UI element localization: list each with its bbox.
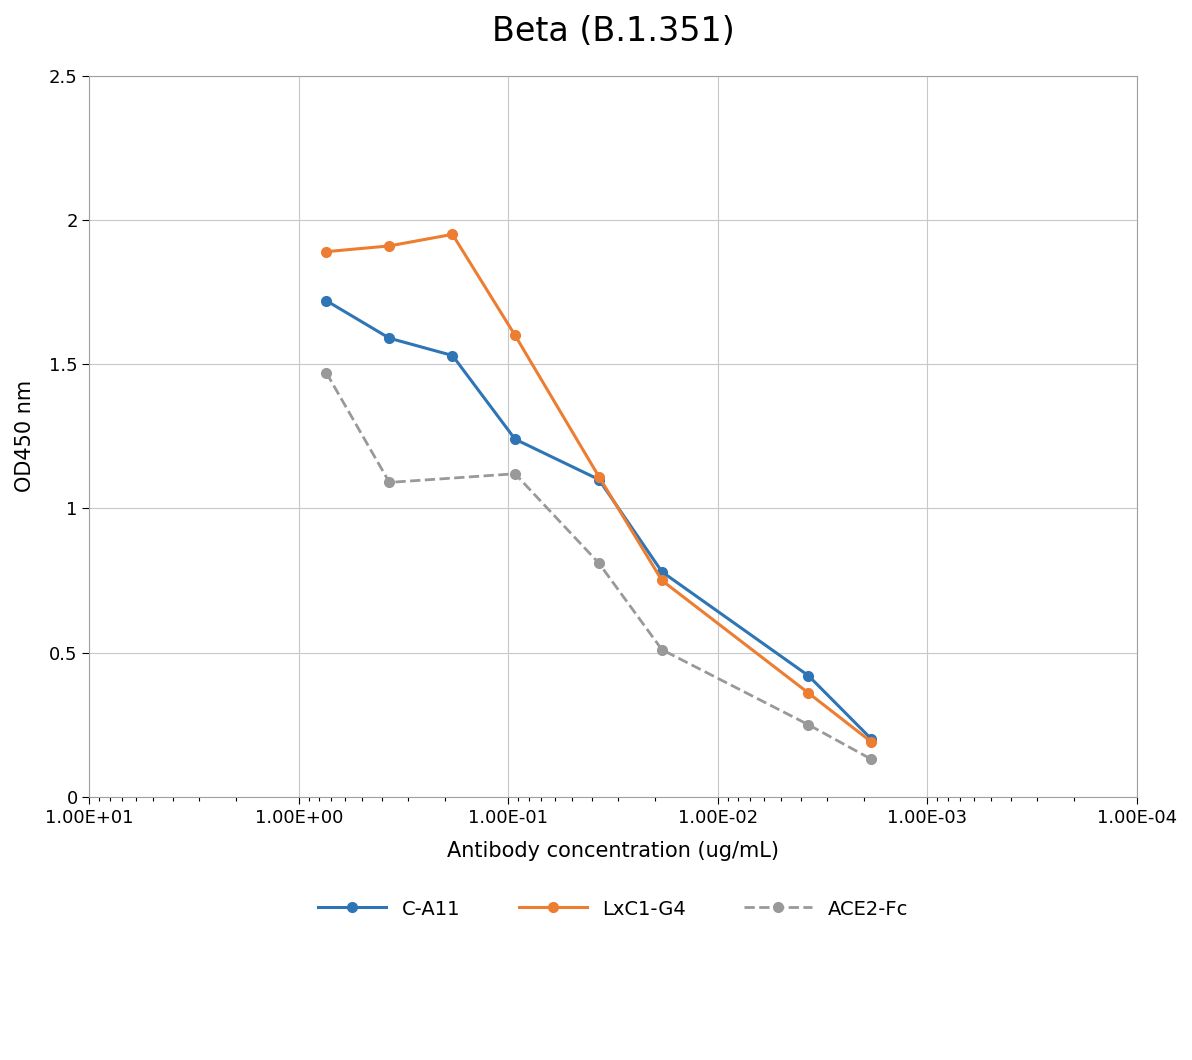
C-A11	[508, 432, 522, 445]
ACE2-Fc	[864, 753, 879, 765]
Line: C-A11: C-A11	[322, 296, 876, 744]
ACE2-Fc	[319, 367, 334, 379]
LxC1-G4	[319, 245, 334, 258]
ACE2-Fc	[654, 643, 669, 656]
ACE2-Fc	[383, 476, 397, 489]
ACE2-Fc	[508, 467, 522, 480]
LxC1-G4	[508, 329, 522, 341]
LxC1-G4	[654, 575, 669, 587]
LxC1-G4	[383, 240, 397, 252]
ACE2-Fc	[591, 556, 606, 569]
Title: Beta (B.1.351): Beta (B.1.351)	[492, 15, 734, 48]
C-A11	[654, 565, 669, 578]
LxC1-G4	[591, 471, 606, 483]
Line: LxC1-G4: LxC1-G4	[322, 230, 876, 747]
X-axis label: Antibody concentration (ug/mL): Antibody concentration (ug/mL)	[447, 841, 780, 861]
C-A11	[591, 473, 606, 485]
Legend: C-A11, LxC1-G4, ACE2-Fc: C-A11, LxC1-G4, ACE2-Fc	[310, 890, 915, 926]
Line: ACE2-Fc: ACE2-Fc	[322, 368, 876, 764]
ACE2-Fc	[801, 719, 815, 731]
C-A11	[319, 295, 334, 307]
C-A11	[864, 732, 879, 745]
C-A11	[446, 349, 460, 361]
C-A11	[383, 332, 397, 344]
LxC1-G4	[446, 228, 460, 241]
LxC1-G4	[801, 687, 815, 700]
Y-axis label: OD450 nm: OD450 nm	[15, 381, 35, 492]
LxC1-G4	[864, 736, 879, 748]
C-A11	[801, 669, 815, 682]
